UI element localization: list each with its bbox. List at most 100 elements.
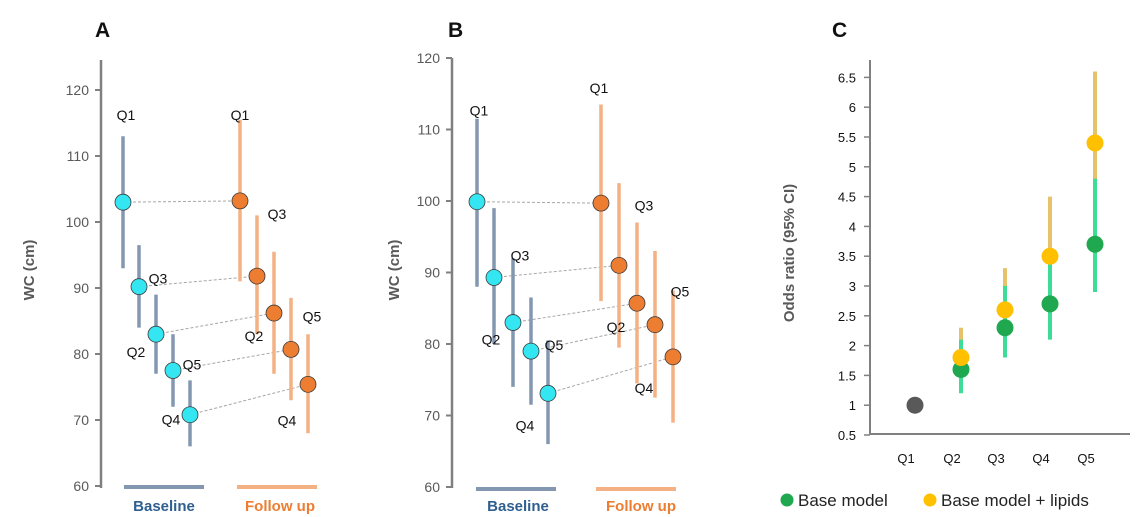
- panel-c-tick-label: 0.5: [838, 428, 856, 443]
- panel-c-base-point: [1041, 295, 1059, 313]
- panel-b-baseline-point: [485, 269, 503, 286]
- panel-c-tick-label: 5: [849, 160, 856, 175]
- panel-c-tick-label: 3.5: [838, 249, 856, 264]
- panel-a-baseline-point: [181, 406, 199, 424]
- panel-a-followup-point: [282, 340, 300, 358]
- panel-b-baseline-point-label: Q2: [482, 332, 501, 348]
- panel-c-reference-point: [906, 396, 924, 414]
- legend-lipids-marker: [923, 493, 937, 507]
- panel-a-followup-point-label: Q3: [268, 206, 287, 222]
- panel-b-followup-point: [610, 256, 628, 274]
- panel-b-baseline-point-label: Q5: [545, 337, 564, 353]
- panel-c-base-point: [952, 360, 970, 378]
- panel-c-base-point: [996, 319, 1014, 337]
- panel-c-x-tick-label: Q5: [1077, 451, 1094, 466]
- panel-b-followup-point: [592, 194, 610, 212]
- panel-b-tick-label: 70: [424, 408, 440, 424]
- panel-a-connector: [189, 383, 309, 416]
- panel-a-baseline-point-label: Q4: [162, 412, 181, 428]
- panel-a-baseline-point-label: Q2: [127, 344, 146, 360]
- panel-a-baseline-point-label: Q3: [149, 271, 168, 287]
- panel-a-baseline-point: [114, 193, 132, 211]
- legend-lipids-label: Base model + lipids: [941, 491, 1089, 510]
- panel-a-followup-point: [299, 375, 317, 393]
- panel-b-tick-label: 80: [424, 336, 440, 352]
- panel-c-tick-label: 2.5: [838, 309, 856, 324]
- panel-c-base-point: [1086, 235, 1104, 253]
- panel-b-baseline-label: Baseline: [487, 498, 549, 515]
- panel-a-tick-label: 80: [73, 346, 89, 362]
- panel-c-tick-label: 6: [849, 100, 856, 115]
- panel-c-tick-label: 2: [849, 339, 856, 354]
- panel-c-x-ticks: Q1 Q2 Q3 Q4 Q5: [897, 451, 1094, 466]
- panel-b-tick-label: 100: [417, 193, 441, 209]
- panel-b-followup-label: Follow up: [606, 498, 676, 515]
- panel-b-followup-point-label: Q4: [635, 380, 654, 396]
- panel-c-lipids-point: [952, 349, 970, 367]
- panel-b-y-axis-label: WC (cm): [386, 240, 403, 301]
- panel-a-y-ticks: 60 70 80 90 100 110 120: [66, 82, 101, 494]
- panel-a-tick-label: 110: [67, 148, 90, 164]
- panel-a-followup-point: [265, 304, 283, 322]
- panel-a-baseline-point: [147, 325, 165, 343]
- panel-b-baseline-point: [522, 342, 540, 360]
- panel-c-letter: C: [832, 19, 847, 42]
- panel-b-followup-point-label: Q1: [590, 80, 609, 96]
- panel-a-followup-point-label: Q2: [245, 328, 264, 344]
- panel-b-tick-label: 120: [417, 50, 441, 66]
- panel-c-tick-label: 6.5: [838, 70, 856, 85]
- panel-c-x-tick-label: Q2: [943, 451, 960, 466]
- panel-b-tick-label: 110: [418, 122, 441, 138]
- panel-b-letter: B: [448, 19, 463, 42]
- panel-b-connector: [476, 201, 602, 204]
- panel-a-tick-label: 70: [73, 412, 89, 428]
- panel-b-connector: [530, 324, 656, 352]
- panel-b-tick-label: 90: [424, 265, 440, 281]
- panel-a-connector: [122, 200, 241, 203]
- panel-a-letter: A: [95, 19, 110, 42]
- panel-b-connector: [493, 264, 620, 279]
- panel-a-followup-point: [231, 192, 249, 210]
- panel-b-baseline-point: [539, 384, 557, 402]
- panel-c: C Odds ratio (95% CI) 0.5 1 1.5 2 2.5 3 3.5 4 4.…: [781, 19, 1130, 466]
- legend-base-model-label: Base model: [798, 491, 888, 510]
- panel-c-tick-label: 5.5: [838, 130, 856, 145]
- panel-a-followup-point-label: Q5: [303, 308, 322, 324]
- panel-a-baseline-point: [130, 278, 148, 296]
- panel-b-connector: [512, 302, 638, 324]
- panel-b-baseline-point: [468, 193, 486, 211]
- panel-c-y-ticks: 0.5 1 1.5 2 2.5 3 3.5 4 4.5 5 5.5 6 6.5: [838, 70, 870, 443]
- panel-a-tick-label: 100: [66, 214, 90, 230]
- panel-b-followup-point-label: Q2: [607, 319, 626, 335]
- panel-c-x-tick-label: Q3: [987, 451, 1004, 466]
- panel-c-tick-label: 1: [849, 398, 856, 413]
- panel-c-lipids-point: [1086, 134, 1104, 152]
- panel-a-tick-label: 90: [73, 280, 89, 296]
- panel-b-marks: Q1 Q3 Q2 Q5 Q4 Q1 Q3 Q2 Q5 Q4: [468, 80, 690, 445]
- panel-b-followup-point-label: Q3: [635, 197, 654, 213]
- panel-a-tick-label: 120: [66, 82, 90, 98]
- panel-c-tick-label: 1.5: [838, 368, 856, 383]
- panel-a-baseline-label: Baseline: [133, 498, 195, 515]
- panel-b-followup-point: [664, 348, 682, 366]
- panel-b-baseline-point: [504, 314, 522, 331]
- panel-c-tick-label: 4: [849, 219, 856, 234]
- panel-b-connector: [547, 356, 674, 394]
- panel-a-tick-label: 60: [73, 478, 89, 494]
- panel-a-followup-point: [248, 267, 266, 285]
- panel-b: B WC (cm) 60 70 80 90 100 110 120 Baseline Fol…: [386, 19, 690, 515]
- panel-a-baseline-point-label: Q1: [117, 107, 136, 123]
- panel-b-baseline-point-label: Q4: [516, 417, 535, 433]
- panel-c-lipids-point: [996, 301, 1014, 319]
- panel-b-baseline-point-label: Q1: [470, 103, 489, 119]
- panel-a: A WC (cm) 60 70 80 90 100 110 120 Baseline Fol…: [21, 19, 322, 515]
- panel-b-y-ticks: 60 70 80 90 100 110 120: [417, 50, 452, 495]
- panel-a-followup-point-label: Q4: [278, 412, 297, 428]
- panel-c-y-axis-label: Odds ratio (95% CI): [781, 184, 798, 322]
- panel-b-followup-point: [628, 294, 646, 312]
- panel-b-tick-label: 60: [424, 479, 440, 495]
- panel-a-y-axis-label: WC (cm): [21, 240, 38, 301]
- panel-b-baseline-point-label: Q3: [511, 248, 530, 264]
- legend-base-model-marker: [780, 493, 794, 507]
